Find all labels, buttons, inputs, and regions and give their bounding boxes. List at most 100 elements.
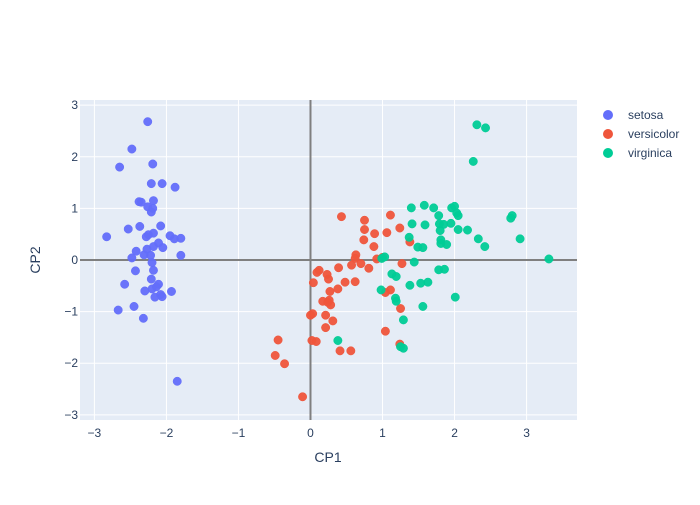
data-point-setosa[interactable] bbox=[156, 221, 166, 231]
data-point-versicolor[interactable] bbox=[347, 260, 356, 270]
data-point-versicolor[interactable] bbox=[350, 277, 360, 287]
data-point-setosa[interactable] bbox=[136, 197, 146, 207]
data-point-setosa[interactable] bbox=[157, 179, 167, 189]
data-point-setosa[interactable] bbox=[148, 159, 158, 169]
data-point-setosa[interactable] bbox=[176, 250, 186, 260]
data-point-versicolor[interactable] bbox=[385, 210, 395, 220]
data-point-versicolor[interactable] bbox=[270, 351, 280, 360]
data-point-virginica[interactable] bbox=[380, 252, 390, 262]
data-point-versicolor[interactable] bbox=[396, 304, 405, 313]
data-point-virginica[interactable] bbox=[463, 225, 472, 235]
legend-item-virginica[interactable]: virginica bbox=[603, 146, 672, 160]
data-point-setosa[interactable] bbox=[149, 228, 158, 238]
data-point-setosa[interactable] bbox=[127, 253, 137, 263]
data-point-versicolor[interactable] bbox=[340, 277, 350, 287]
data-point-virginica[interactable] bbox=[515, 234, 525, 244]
data-point-virginica[interactable] bbox=[404, 232, 414, 242]
data-point-setosa[interactable] bbox=[131, 266, 140, 276]
data-point-versicolor[interactable] bbox=[324, 274, 333, 284]
data-point-versicolor[interactable] bbox=[395, 223, 405, 233]
data-point-versicolor[interactable] bbox=[356, 259, 366, 269]
data-point-versicolor[interactable] bbox=[335, 346, 345, 356]
data-point-virginica[interactable] bbox=[440, 264, 449, 274]
data-point-setosa[interactable] bbox=[167, 287, 176, 296]
data-point-setosa[interactable] bbox=[147, 258, 157, 268]
data-point-virginica[interactable] bbox=[450, 292, 460, 302]
data-point-setosa[interactable] bbox=[149, 265, 158, 275]
data-point-setosa[interactable] bbox=[176, 233, 186, 243]
data-point-versicolor[interactable] bbox=[380, 326, 390, 336]
data-point-virginica[interactable] bbox=[506, 213, 516, 223]
data-point-setosa[interactable] bbox=[172, 376, 182, 386]
data-point-virginica[interactable] bbox=[544, 254, 554, 264]
data-point-versicolor[interactable] bbox=[337, 212, 346, 222]
data-point-virginica[interactable] bbox=[446, 218, 456, 228]
data-point-virginica[interactable] bbox=[418, 302, 428, 311]
data-point-versicolor[interactable] bbox=[311, 337, 321, 346]
data-point-versicolor[interactable] bbox=[359, 235, 369, 245]
data-point-virginica[interactable] bbox=[435, 226, 445, 236]
data-point-versicolor[interactable] bbox=[298, 392, 308, 402]
data-point-setosa[interactable] bbox=[140, 286, 150, 296]
data-point-virginica[interactable] bbox=[376, 285, 386, 295]
data-point-setosa[interactable] bbox=[115, 162, 125, 172]
data-point-setosa[interactable] bbox=[120, 279, 130, 289]
data-point-setosa[interactable] bbox=[146, 179, 156, 189]
data-point-versicolor[interactable] bbox=[382, 228, 392, 238]
data-point-versicolor[interactable] bbox=[280, 359, 290, 369]
data-point-setosa[interactable] bbox=[135, 222, 145, 231]
data-point-setosa[interactable] bbox=[131, 246, 141, 256]
data-point-setosa[interactable] bbox=[150, 292, 160, 302]
data-point-virginica[interactable] bbox=[398, 315, 408, 325]
data-point-virginica[interactable] bbox=[391, 272, 401, 281]
data-point-versicolor[interactable] bbox=[333, 284, 343, 294]
data-point-versicolor[interactable] bbox=[334, 263, 344, 273]
data-point-virginica[interactable] bbox=[442, 240, 452, 249]
data-point-setosa[interactable] bbox=[146, 274, 156, 284]
data-point-virginica[interactable] bbox=[416, 278, 426, 288]
data-point-setosa[interactable] bbox=[158, 243, 168, 253]
data-point-setosa[interactable] bbox=[148, 203, 158, 213]
data-point-versicolor[interactable] bbox=[312, 267, 322, 277]
data-point-virginica[interactable] bbox=[419, 200, 429, 210]
data-point-virginica[interactable] bbox=[333, 336, 343, 345]
data-point-virginica[interactable] bbox=[472, 120, 482, 130]
data-point-setosa[interactable] bbox=[143, 117, 153, 127]
data-point-virginica[interactable] bbox=[468, 156, 478, 166]
data-point-virginica[interactable] bbox=[480, 242, 490, 252]
data-point-versicolor[interactable] bbox=[360, 225, 369, 234]
data-point-virginica[interactable] bbox=[406, 203, 416, 213]
data-point-versicolor[interactable] bbox=[321, 310, 331, 320]
data-point-setosa[interactable] bbox=[138, 313, 148, 323]
data-point-virginica[interactable] bbox=[407, 219, 417, 229]
data-point-versicolor[interactable] bbox=[273, 335, 283, 345]
data-point-versicolor[interactable] bbox=[346, 346, 356, 356]
data-point-setosa[interactable] bbox=[146, 250, 156, 260]
data-point-versicolor[interactable] bbox=[321, 323, 331, 333]
data-point-versicolor[interactable] bbox=[326, 300, 336, 310]
data-point-virginica[interactable] bbox=[398, 343, 408, 353]
data-point-versicolor[interactable] bbox=[369, 242, 379, 252]
data-point-versicolor[interactable] bbox=[325, 287, 335, 296]
data-point-versicolor[interactable] bbox=[308, 278, 318, 288]
data-point-virginica[interactable] bbox=[481, 123, 490, 133]
data-point-setosa[interactable] bbox=[123, 224, 133, 234]
data-point-versicolor[interactable] bbox=[360, 215, 369, 225]
data-point-virginica[interactable] bbox=[391, 296, 401, 306]
data-point-versicolor[interactable] bbox=[370, 229, 380, 239]
data-point-virginica[interactable] bbox=[405, 280, 415, 290]
data-point-virginica[interactable] bbox=[473, 234, 483, 244]
data-point-setosa[interactable] bbox=[170, 182, 180, 192]
data-point-setosa[interactable] bbox=[141, 232, 151, 242]
data-point-setosa[interactable] bbox=[102, 232, 112, 242]
data-point-versicolor[interactable] bbox=[364, 263, 374, 273]
data-point-setosa[interactable] bbox=[113, 305, 123, 315]
data-point-virginica[interactable] bbox=[453, 211, 463, 221]
legend[interactable]: setosa versicolor virginica bbox=[603, 108, 679, 160]
data-point-virginica[interactable] bbox=[420, 220, 430, 230]
data-point-versicolor[interactable] bbox=[397, 259, 407, 269]
data-point-virginica[interactable] bbox=[434, 211, 444, 221]
data-point-virginica[interactable] bbox=[409, 257, 419, 267]
data-point-setosa[interactable] bbox=[129, 302, 139, 311]
legend-item-setosa[interactable]: setosa bbox=[603, 108, 664, 122]
